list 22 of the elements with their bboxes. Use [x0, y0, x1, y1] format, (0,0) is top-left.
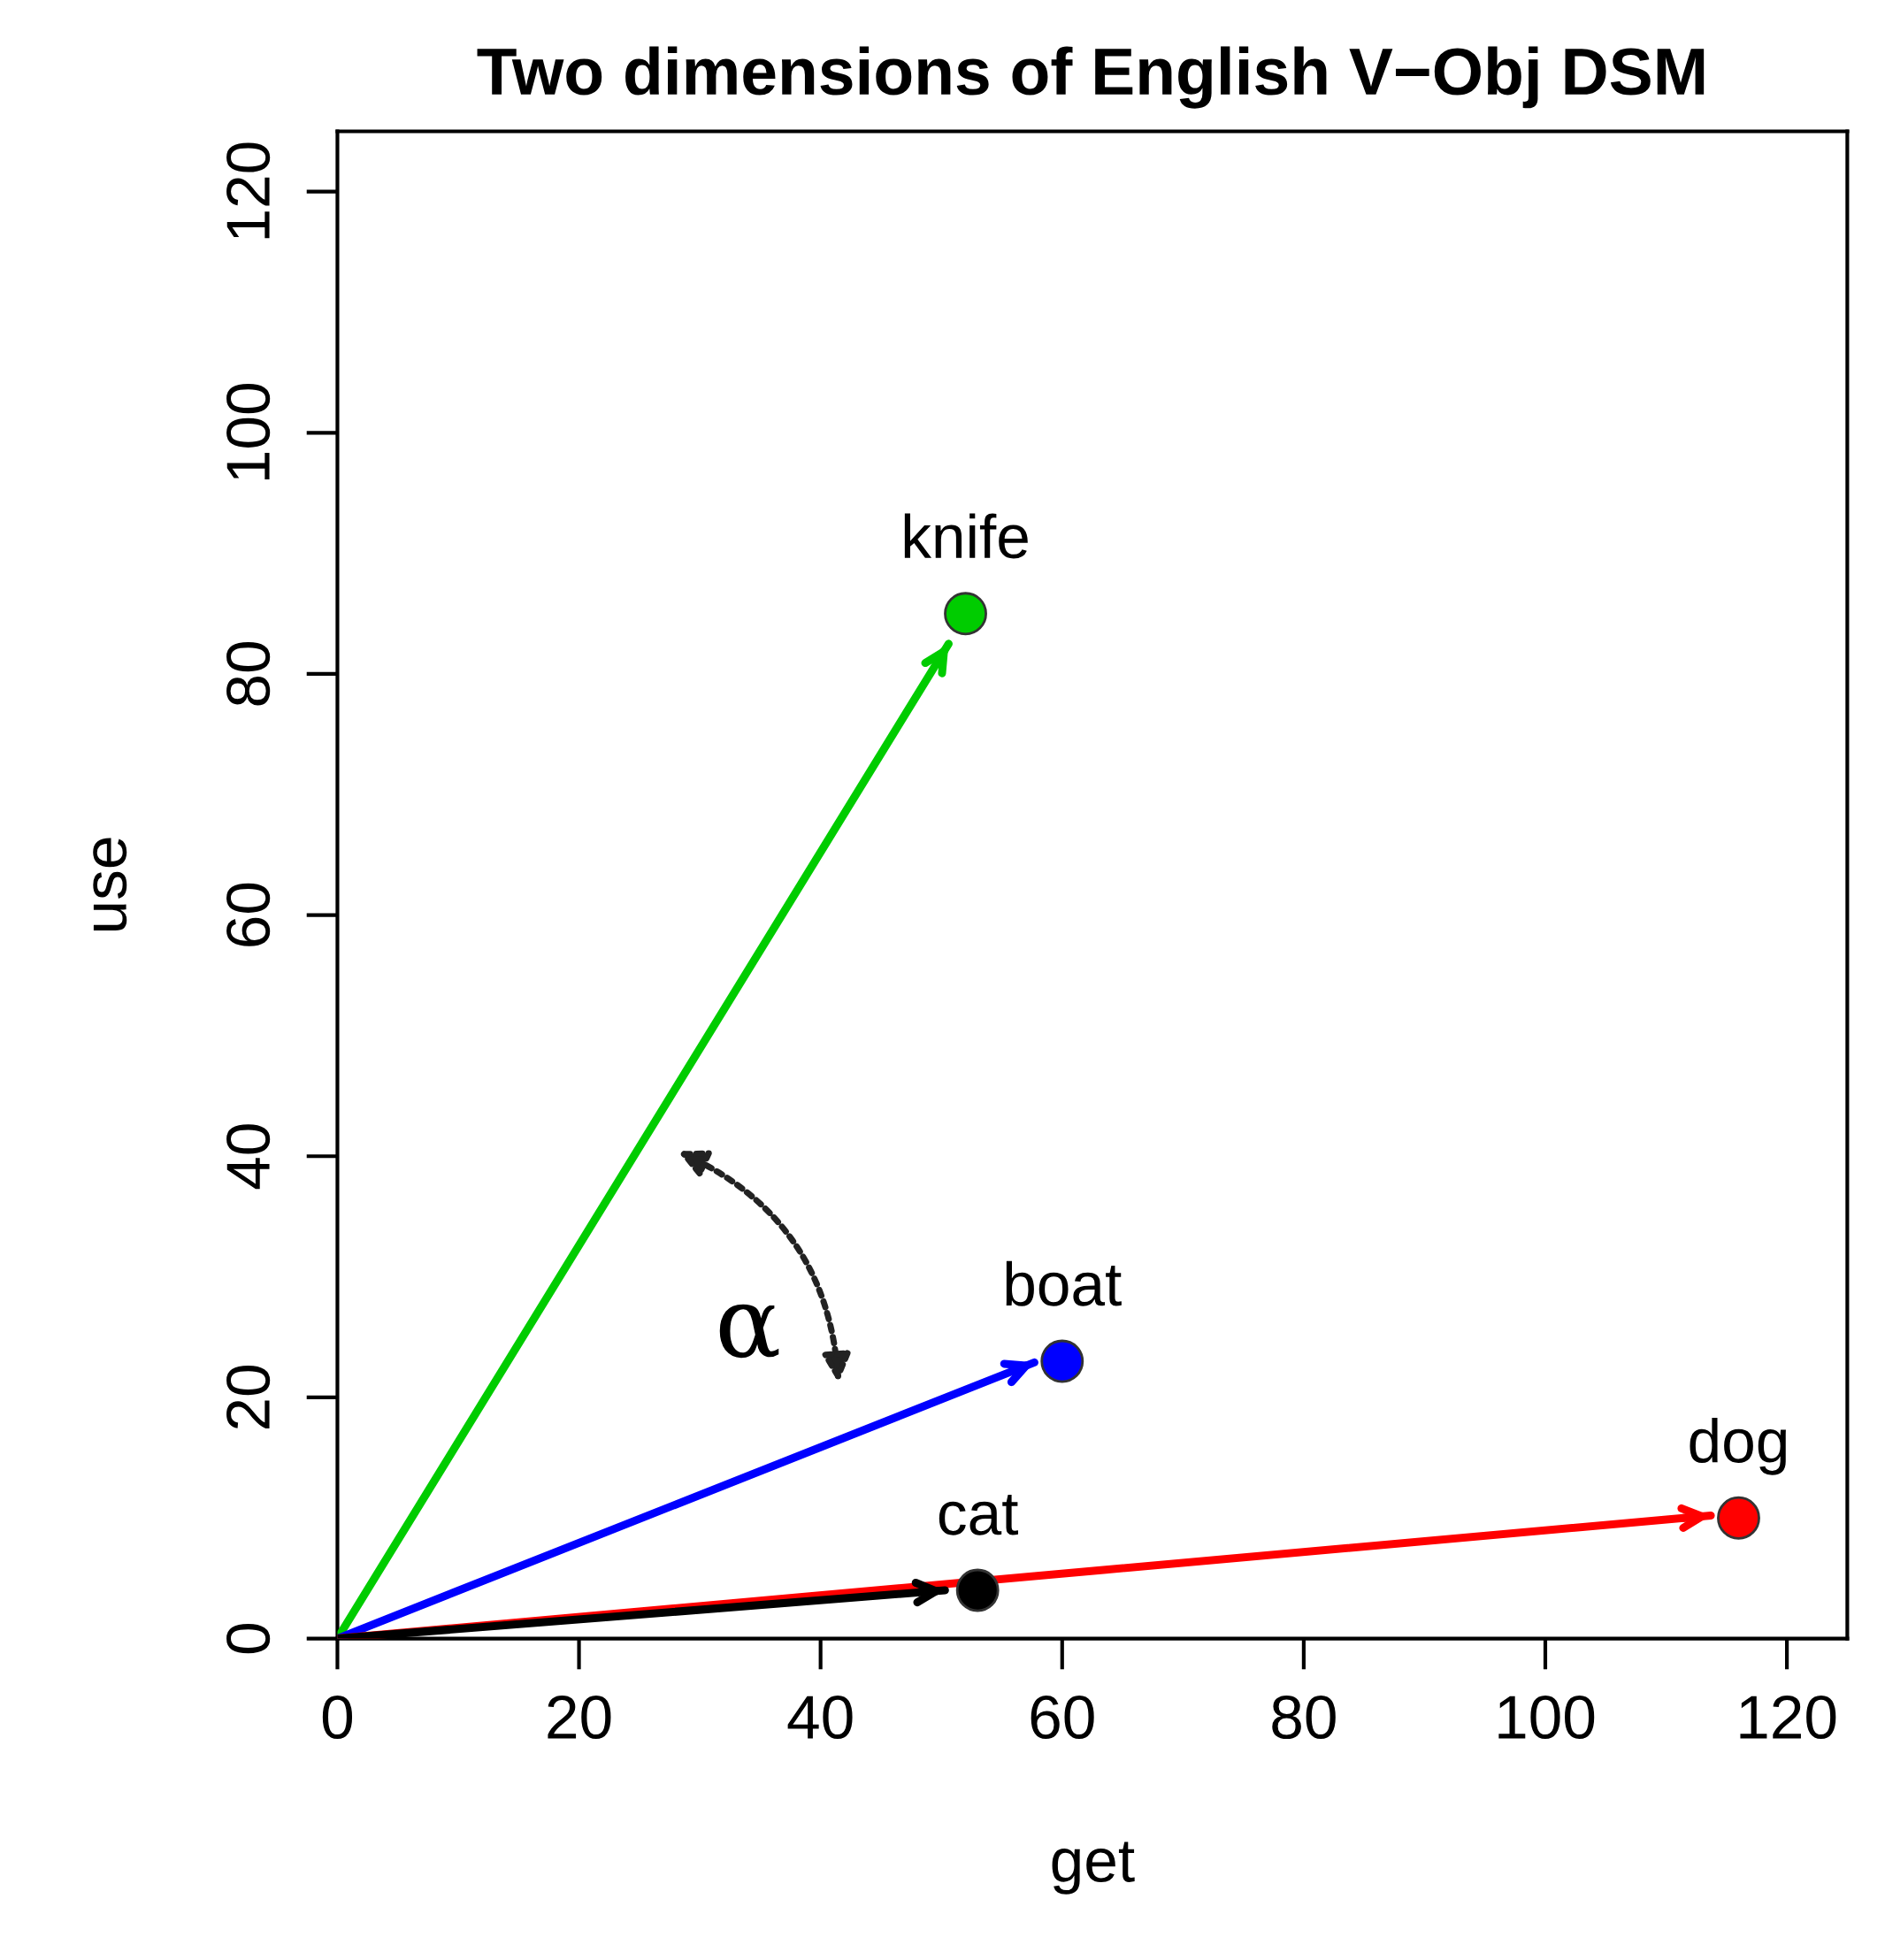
y-tick-label: 100	[226, 384, 271, 479]
x-tick-label: 40	[787, 1695, 853, 1740]
x-tick-label: 80	[1272, 1695, 1336, 1740]
chart-title: Two dimensions of English V−Obj DSM	[477, 46, 1705, 109]
x-tick-label: 0	[322, 1695, 353, 1740]
y-tick-label: 60	[226, 883, 271, 946]
y-tick-label: 20	[226, 1366, 271, 1429]
x-axis-title: get	[1052, 1841, 1135, 1895]
x-tick-label: 120	[1740, 1695, 1836, 1740]
y-tick-label: 0	[226, 1623, 271, 1654]
series-label: boat	[1006, 1260, 1122, 1306]
y-tick-label: 40	[226, 1124, 271, 1190]
x-tick-label: 100	[1498, 1695, 1595, 1740]
y-tick-label: 80	[226, 642, 271, 706]
annotation: α	[719, 1304, 779, 1359]
y-tick-label: 120	[226, 142, 271, 239]
y-axis-title: use	[93, 838, 127, 930]
series-label: dog	[1690, 1417, 1786, 1475]
x-tick-label: 60	[1031, 1695, 1094, 1740]
x-tick-label: 20	[548, 1695, 611, 1740]
series-label: cat	[939, 1495, 1018, 1535]
series-label: knife	[904, 513, 1028, 559]
